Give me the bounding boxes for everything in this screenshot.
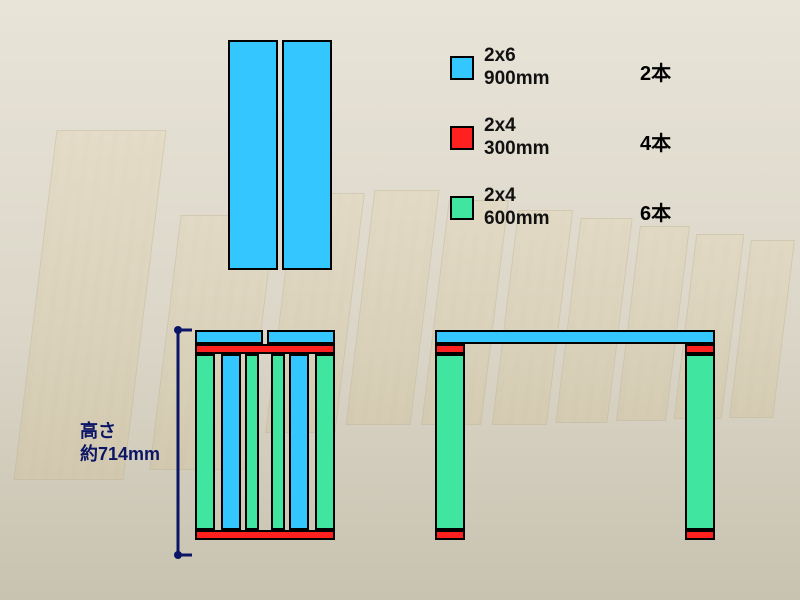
side-leg-outer-left [195, 354, 215, 530]
side-leg-green-midL [245, 354, 259, 530]
top-plank-left [228, 40, 278, 270]
side-redbar-bottom [195, 530, 335, 540]
legend-swatch [450, 126, 474, 150]
side-leg-inner-right [289, 354, 309, 530]
legend-qty: 6本 [640, 197, 671, 226]
front-leg-right [685, 354, 715, 530]
front-leg-left [435, 354, 465, 530]
legend-label: 2x4600mm [484, 185, 550, 231]
dimension-label-line2: 約714mm [80, 444, 160, 464]
legend-swatch [450, 196, 474, 220]
legend-label-line1: 2x6 [484, 45, 516, 66]
legend-item: 2x4600mm [450, 185, 550, 231]
legend-label-line2: 300mm [484, 138, 550, 159]
front-redbar-TL [435, 344, 465, 354]
top-plank-right [282, 40, 332, 270]
side-leg-green-midR [271, 354, 285, 530]
legend-label: 2x6900mm [484, 45, 550, 91]
legend-label-line2: 900mm [484, 68, 550, 89]
legend-label-line1: 2x4 [484, 185, 516, 206]
front-redbar-BL [435, 530, 465, 540]
front-redbar-TR [685, 344, 715, 354]
side-redbar-top [195, 344, 335, 354]
dimension-label-line1: 高さ [80, 421, 116, 441]
side-top-left [195, 330, 263, 344]
front-redbar-BR [685, 530, 715, 540]
side-leg-outer-right [315, 354, 335, 530]
legend-qty: 4本 [640, 127, 671, 156]
side-leg-inner-left [221, 354, 241, 530]
legend-label: 2x4300mm [484, 115, 550, 161]
side-top-right [267, 330, 335, 344]
front-top [435, 330, 715, 344]
dimension-label: 高さ約714mm [80, 420, 160, 465]
legend-item: 2x4300mm [450, 115, 550, 161]
legend-label-line2: 600mm [484, 208, 550, 229]
legend-qty: 2本 [640, 57, 671, 86]
dimension-bracket [158, 320, 198, 565]
legend-item: 2x6900mm [450, 45, 550, 91]
legend-swatch [450, 56, 474, 80]
legend-label-line1: 2x4 [484, 115, 516, 136]
